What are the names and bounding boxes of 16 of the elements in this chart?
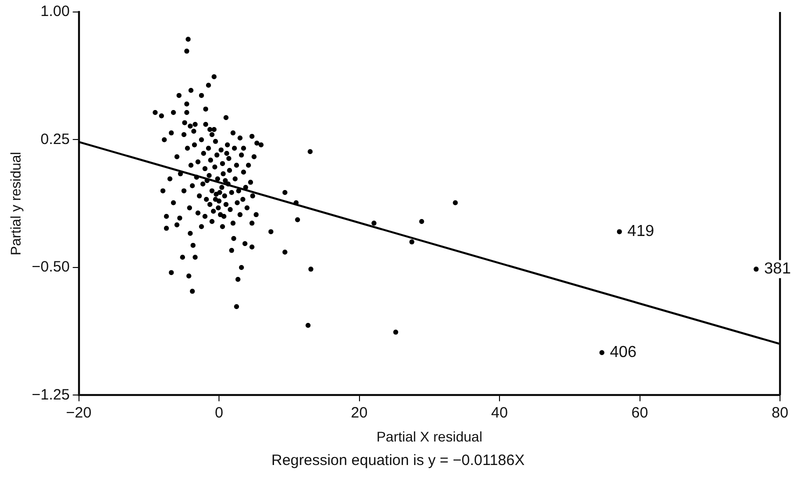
y-tick-label: 1.00 (40, 3, 70, 20)
x-tick-label: 0 (214, 404, 224, 422)
x-tick-label: −20 (66, 404, 92, 422)
x-tick-label: 20 (350, 404, 368, 422)
x-tick-label: 80 (772, 404, 788, 422)
annotation: 381 (764, 260, 791, 278)
annotation: 406 (610, 344, 637, 362)
y-tick-label: −0.50 (32, 258, 70, 276)
annotation: 419 (627, 223, 654, 240)
x-axis-title: Partial X residual (376, 428, 482, 444)
x-tick-label: 60 (631, 404, 648, 422)
y-tick-label: 0.25 (40, 130, 70, 148)
text: Regression equation is y = −0.01186X (270, 452, 526, 469)
y-axis-title: Partial y residual (7, 152, 24, 256)
x-tick-label: 40 (491, 404, 508, 422)
y-tick-label: −1.25 (32, 386, 70, 404)
